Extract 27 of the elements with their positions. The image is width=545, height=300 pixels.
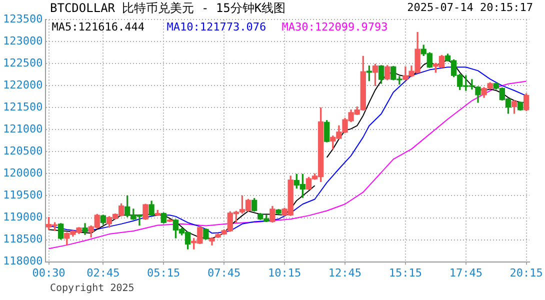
y-tick-label: 118000: [2, 254, 43, 268]
chart-title: BTCDOLLAR 比特币兑美元 - 15分钟K线图: [50, 0, 286, 17]
x-tick-label: 12:45: [328, 266, 362, 280]
x-tick-label: 00:30: [32, 266, 66, 280]
x-tick-label: 07:45: [208, 266, 241, 280]
x-tick-label: 05:15: [147, 266, 180, 280]
x-tick-label: 17:45: [449, 266, 482, 280]
y-tick-label: 119500: [2, 188, 43, 202]
x-tick-label: 02:45: [86, 266, 120, 280]
y-tick-label: 122500: [2, 56, 43, 70]
y-tick-label: 123500: [2, 12, 43, 26]
y-tick-label: 120500: [2, 144, 43, 158]
y-tick-label: 121000: [2, 122, 43, 136]
y-tick-label: 123000: [2, 34, 43, 48]
text: Copyright 2025: [50, 283, 134, 294]
y-tick-label: 119000: [2, 210, 43, 224]
y-tick-label: 121500: [2, 100, 43, 114]
chart-subtitle: 2025-07-14 20:15:17: [407, 1, 533, 14]
x-tick-label: 15:15: [388, 266, 422, 280]
y-tick-label: 120000: [2, 166, 43, 180]
x-tick-label: 20:15: [510, 266, 543, 280]
text: MA5:121616.444: [52, 20, 145, 34]
x-tick-label: 10:15: [268, 266, 302, 280]
text: MA30:122099.9793: [282, 20, 388, 34]
y-tick-label: 118500: [2, 232, 43, 246]
y-tick-label: 122000: [2, 78, 43, 92]
text: MA10:121773.076: [166, 20, 266, 34]
